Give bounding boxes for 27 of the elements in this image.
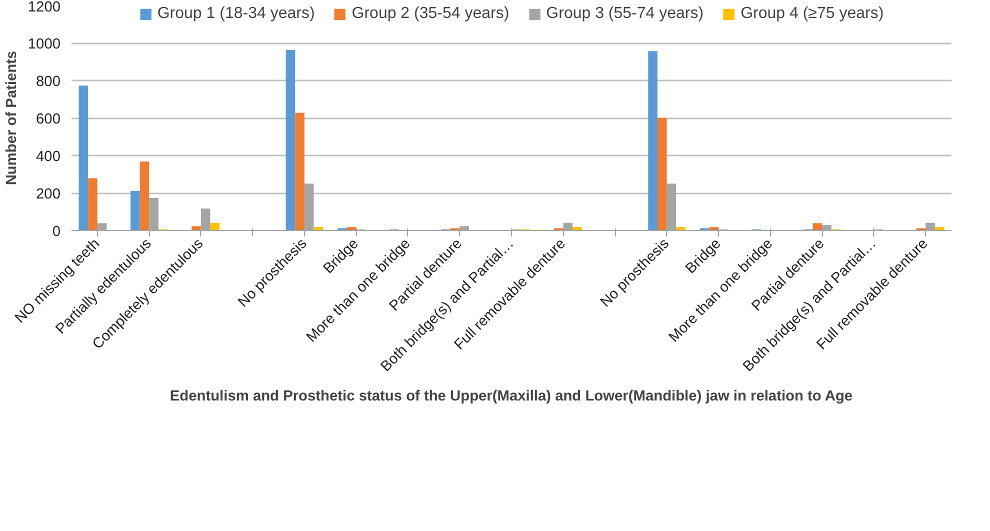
bar <box>210 222 220 230</box>
bar <box>192 226 201 230</box>
bar <box>812 223 822 230</box>
bar <box>140 162 150 230</box>
y-axis-title: Number of Patients <box>4 50 20 186</box>
y-tick-label: 400 <box>36 149 61 165</box>
bar <box>286 50 296 230</box>
bar <box>657 118 667 230</box>
y-tick-label: 1000 <box>28 36 61 52</box>
bar <box>78 86 88 230</box>
legend-label: Group 4 (≥75 years) <box>740 5 884 23</box>
bar <box>934 227 944 230</box>
legend-label: Group 2 (35-54 years) <box>352 5 510 23</box>
legend-label: Group 1 (18-34 years) <box>157 5 315 23</box>
bar <box>648 51 658 230</box>
y-tick-label: 200 <box>36 186 61 202</box>
bar <box>572 227 582 230</box>
y-tick-label: 0 <box>52 224 61 240</box>
y-tick-label: 600 <box>36 112 61 128</box>
bar <box>88 178 98 230</box>
x-axis-title: Edentulism and Prosthetic status of the Upper(Maxilla) and Lower(Mandible) jaw in relation to Age <box>170 388 853 405</box>
legend-label: Group 3 (55-74 years) <box>546 5 704 23</box>
y-tick-label: 800 <box>36 74 61 90</box>
y-tick-label: 1200 <box>28 0 61 16</box>
bar <box>295 112 304 230</box>
bar <box>130 190 140 230</box>
bar <box>676 227 686 230</box>
